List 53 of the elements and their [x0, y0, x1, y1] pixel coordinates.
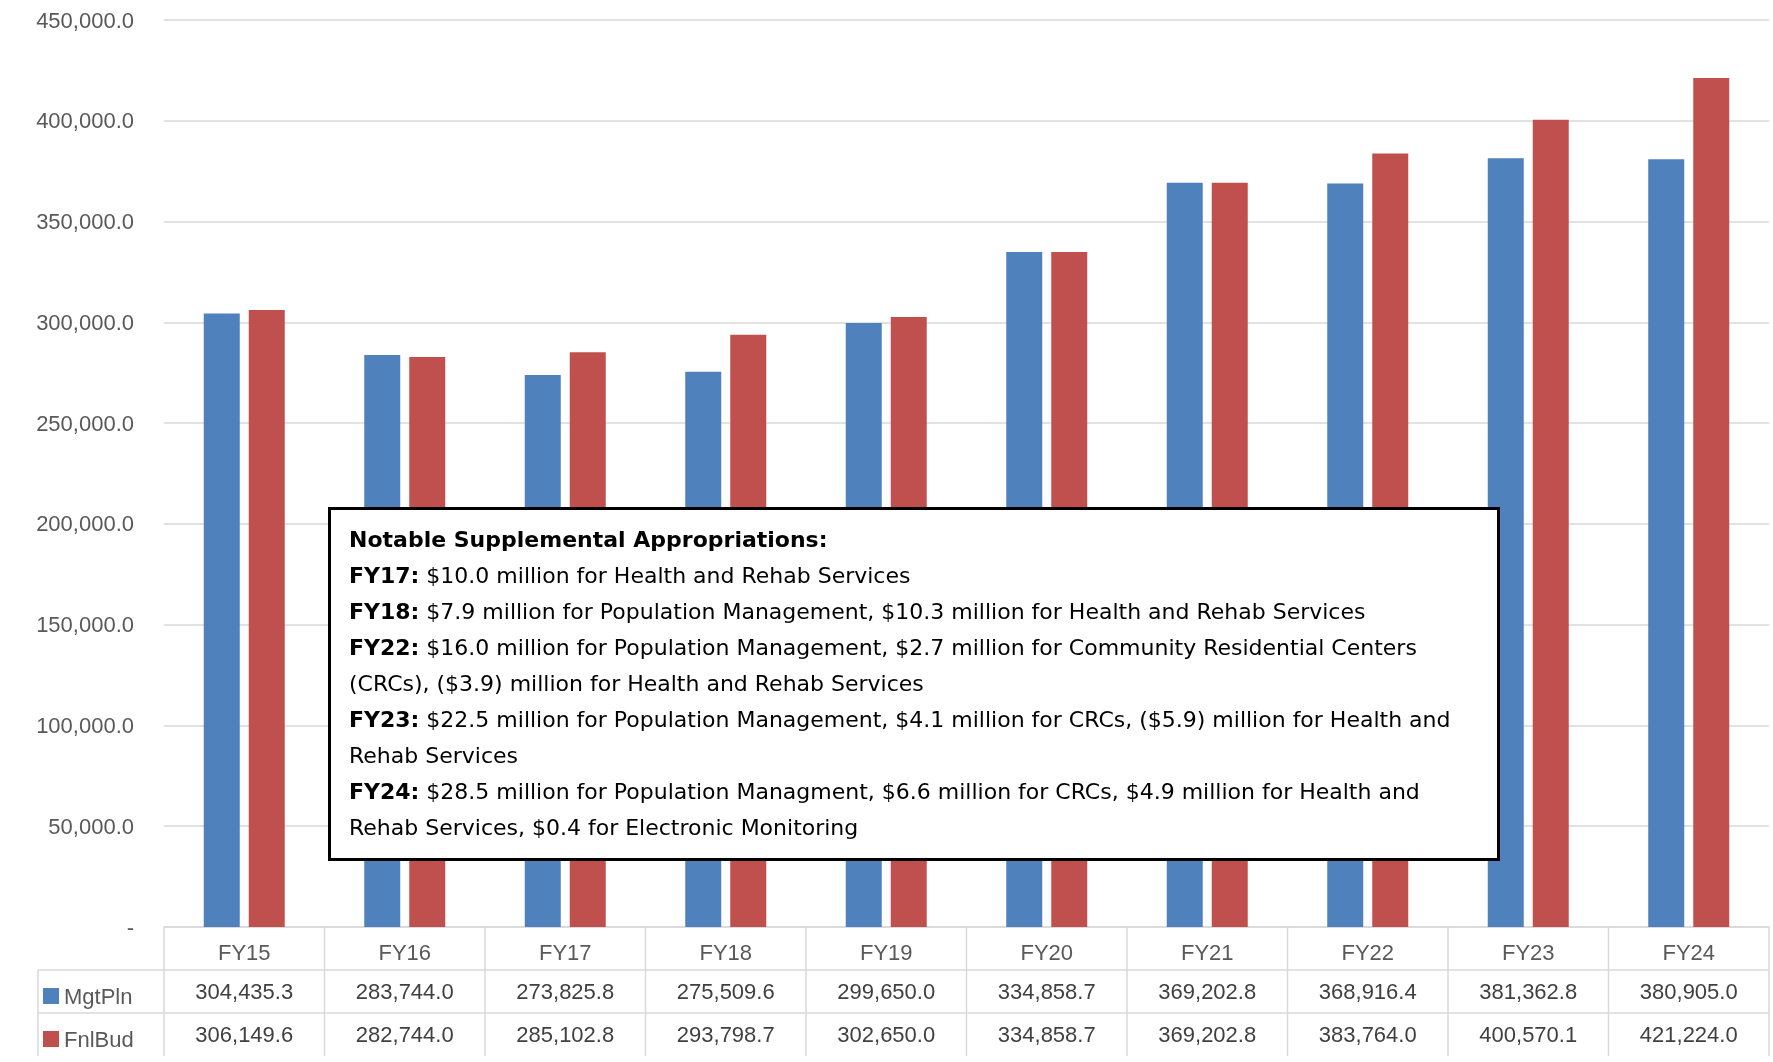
- text: 302,650.0: [837, 1022, 936, 1047]
- x-tick-label: FY19: [859, 939, 913, 965]
- bar: [1532, 119, 1569, 927]
- y-tick-label: 450,000.0: [36, 7, 134, 33]
- text: 293,798.7: [676, 1022, 775, 1047]
- text: 369,202.8: [1158, 979, 1257, 1004]
- x-tick-label: FY20: [1020, 939, 1074, 965]
- text: 283,744.0: [355, 979, 454, 1004]
- x-tick-label: FY18: [699, 939, 753, 965]
- text: 369,202.8: [1158, 1022, 1257, 1047]
- x-tick-label: FY16: [378, 939, 432, 965]
- bar: [1693, 78, 1730, 927]
- legend-label: MgtPln: [64, 983, 133, 1009]
- text: 299,650.0: [837, 979, 936, 1004]
- x-tick-label: FY17: [538, 939, 592, 965]
- text: 304,435.3: [195, 979, 294, 1004]
- text: 368,916.4: [1318, 979, 1417, 1004]
- text: 282,744.0: [355, 1022, 454, 1047]
- x-tick-label: FY22: [1341, 939, 1395, 965]
- text: 400,570.1: [1479, 1022, 1578, 1047]
- text: 381,362.8: [1479, 979, 1578, 1004]
- annotation: FY24: $28.5 million for Population Managment, $6.6 million for CRCs, $4.9 million for Health and Rehab Services, $0.4 for Electronic Monitoring: [349, 778, 1421, 842]
- annotation: FY23: $22.5 million for Population Management, $4.1 million for CRCs, ($5.9) million for Health and Rehab Services: [349, 706, 1452, 770]
- x-tick-label: FY23: [1501, 939, 1555, 965]
- text: 273,825.8: [516, 979, 615, 1004]
- y-tick-label: 50,000.0: [48, 813, 134, 839]
- x-tick-label: FY21: [1180, 939, 1234, 965]
- y-tick-label: 100,000.0: [36, 712, 134, 738]
- y-tick-label: 200,000.0: [36, 511, 134, 537]
- y-tick-label: 250,000.0: [36, 410, 134, 436]
- annotation: FY22: $16.0 million for Population Management, $2.7 million for Community Residential Centers (CRCs), ($3.9) million for Health and Rehab Services: [349, 634, 1418, 698]
- bar: [1648, 159, 1685, 927]
- annotation: FY18: $7.9 million for Population Management, $10.3 million for Health and Rehab Services: [349, 598, 1367, 626]
- y-tick-label: 350,000.0: [36, 209, 134, 235]
- text: 421,224.0: [1639, 1022, 1738, 1047]
- y-tick-label: 150,000.0: [36, 612, 134, 638]
- text: 334,858.7: [997, 979, 1096, 1004]
- text: 285,102.8: [516, 1022, 615, 1047]
- text: 383,764.0: [1318, 1022, 1417, 1047]
- y-tick-label: -: [126, 914, 134, 940]
- x-tick-label: FY15: [217, 939, 271, 965]
- text: 306,149.6: [195, 1022, 294, 1047]
- bar: [203, 313, 240, 927]
- bar: [248, 309, 285, 927]
- y-tick-label: 300,000.0: [36, 309, 134, 335]
- text: 380,905.0: [1639, 979, 1738, 1004]
- x-tick-label: FY24: [1662, 939, 1716, 965]
- text: 334,858.7: [997, 1022, 1096, 1047]
- annotation: Notable Supplemental Appropriations:: [349, 527, 828, 552]
- y-tick-label: 400,000.0: [36, 108, 134, 134]
- text: 275,509.6: [676, 979, 775, 1004]
- legend-label: FnlBud: [64, 1026, 134, 1052]
- annotation: FY17: $10.0 million for Health and Rehab Services: [349, 562, 912, 590]
